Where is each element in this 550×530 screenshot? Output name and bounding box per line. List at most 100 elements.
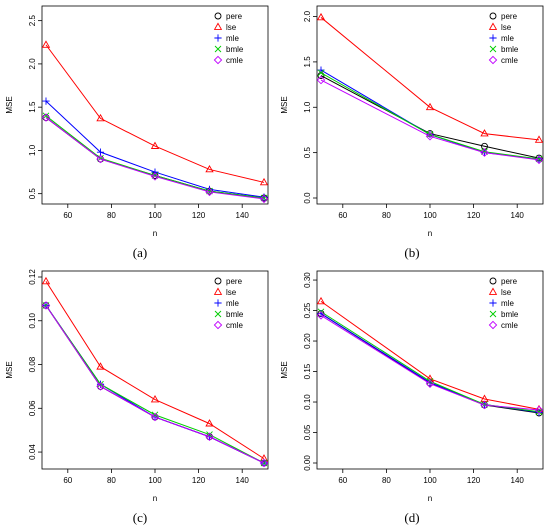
point-cmle [150,172,160,181]
legend-label-mle: mle [501,34,514,43]
x-tick-label: 140 [236,476,250,485]
x-tick-label: 120 [467,211,481,220]
y-tick-label: 0.5 [28,188,37,200]
legend-marker-pere [489,277,497,285]
chart-panel-a: 60 80 100 120 140 0.5 1.0 1.5 2.0 2.5 n MSE pere lse m… [5,5,269,238]
legend-marker-mle [214,299,222,307]
point-lse [480,129,489,137]
point-cmle [480,400,489,410]
point-lse [259,177,269,186]
y-tick-label: 1.5 [303,56,312,68]
x-tick-label: 80 [107,211,116,220]
series-cmle [316,75,544,165]
x-tick-label: 120 [192,476,206,485]
legend-marker-lse [488,22,498,30]
series-line-cmle [320,314,540,411]
legend-label-mle: mle [226,34,239,43]
point-bmle [206,431,213,438]
x-tick-label: 80 [382,476,391,485]
y-axis-label: MSE [280,96,289,113]
legend-marker-pere [489,12,497,20]
x-axis-label: n [153,229,157,238]
legend-label-lse: lse [226,23,237,32]
y-tick-label: 1.0 [303,101,312,113]
legend-label-pere: pere [501,12,518,21]
legend-marker-pere [214,12,222,20]
panel-label-a: (a) [132,245,148,260]
y-tick-label: 0.10 [303,394,312,410]
point-lse [205,419,214,427]
point-cmle [425,379,435,388]
point-lse [41,276,51,285]
x-tick-label: 80 [107,476,116,485]
point-cmle [259,194,269,204]
series-line-bmle [45,115,265,199]
legend: pere lse mle bmle cmle [488,12,519,65]
x-axis-label: n [153,494,157,503]
legend-marker-cmle [213,55,223,65]
point-cmle [96,154,105,164]
y-tick-label: 0.0 [303,192,312,204]
y-tick-label: 2.0 [303,10,312,22]
legend-marker-lse [213,22,223,30]
legend-label-cmle: cmle [226,321,243,330]
series-line-cmle [320,79,540,161]
legend-marker-cmle [488,320,498,330]
point-cmle [316,75,326,85]
x-axis-label: n [428,229,432,238]
y-tick-label: 2.5 [28,15,37,27]
panel-label-b: (b) [404,245,420,260]
legend-marker-mle [489,299,497,307]
point-lse [96,362,105,370]
series-mle [42,97,268,201]
x-tick-label: 120 [467,476,481,485]
point-lse [41,40,51,48]
point-cmle [425,132,435,141]
series-cmle [41,301,269,468]
point-cmle [316,311,326,320]
series-line-pere [45,117,265,199]
y-tick-label: 0.04 [28,444,37,460]
series-bmle [317,69,543,163]
series-line-bmle [320,311,540,413]
legend-label-bmle: bmle [501,45,519,54]
legend-label-mle: mle [501,299,514,308]
point-lse [316,296,326,305]
legend-label-lse: lse [501,23,512,32]
panel-label-d: (d) [404,510,420,525]
point-cmle [534,155,544,165]
legend-marker-bmle [489,310,497,318]
point-bmle [317,69,325,77]
legend-marker-bmle [214,45,222,53]
x-tick-label: 60 [63,211,72,220]
chart-panel-b: 60 80 100 120 140 0.0 0.5 1.0 1.5 2.0 n MSE pere lse m… [280,5,544,238]
series-lse [316,12,544,143]
series-line-bmle [320,72,540,160]
legend-marker-bmle [214,310,222,318]
legend-marker-pere [214,277,222,285]
legend-marker-lse [213,287,223,295]
legend-marker-mle [214,34,222,42]
legend: pere lse mle bmle cmle [213,277,244,330]
y-tick-label: 0.00 [303,455,312,471]
y-tick-label: 1.0 [28,144,37,156]
point-bmle [42,112,50,120]
series-lse [41,276,269,462]
series-line-mle [45,100,265,198]
series-mle [317,66,543,163]
y-tick-label: 0.10 [28,312,37,328]
series-lse [41,40,269,186]
y-tick-label: 2.0 [28,58,37,70]
point-cmle [534,405,544,415]
point-cmle [150,412,160,422]
x-tick-label: 140 [236,211,250,220]
series-line-lse [45,44,265,183]
y-tick-label: 0.12 [28,269,37,285]
legend-marker-cmle [213,320,223,330]
x-axis-label: n [428,494,432,503]
x-tick-label: 60 [63,476,72,485]
legend-label-pere: pere [226,277,243,286]
y-axis-label: MSE [5,361,14,378]
series-line-mle [320,69,540,160]
y-tick-label: 0.08 [28,356,37,372]
